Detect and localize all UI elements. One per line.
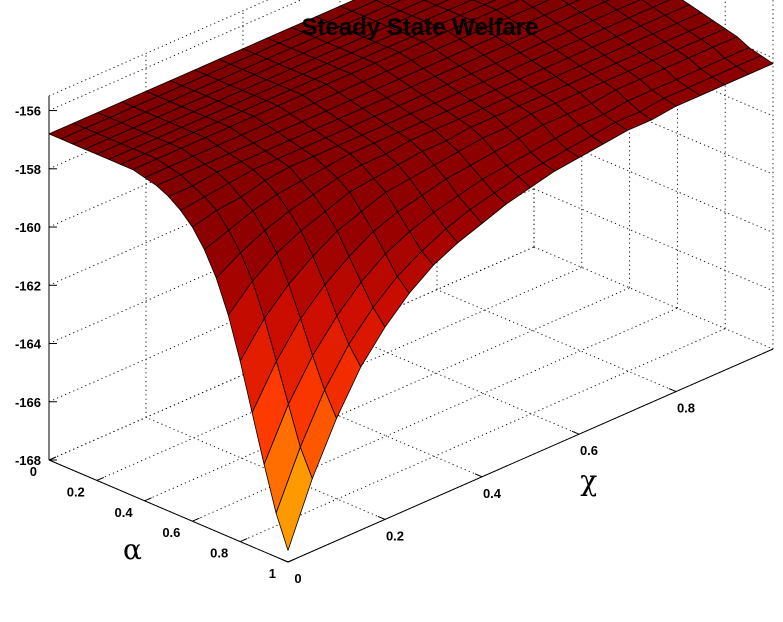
y-tick-label: 0.6 — [162, 525, 180, 540]
z-tick-label: -168 — [15, 453, 41, 468]
y-tick-mark — [145, 498, 152, 501]
x-tick-mark — [572, 431, 579, 434]
y-tick-label: 0 — [30, 464, 37, 479]
z-tick-label: -160 — [15, 220, 41, 235]
y-tick-label: 0.2 — [67, 484, 85, 499]
z-tick-label: -166 — [15, 395, 41, 410]
x-tick-label: 0.4 — [483, 486, 502, 501]
z-tick-label: -156 — [15, 104, 41, 119]
grid-line-x — [340, 332, 579, 434]
y-axis-label: α — [123, 533, 142, 566]
y-axis-line — [49, 460, 288, 562]
x-tick-label: 0.8 — [677, 401, 695, 416]
z-tick-label: -164 — [15, 337, 42, 352]
x-tick-mark — [475, 474, 482, 477]
y-tick-label: 0.8 — [210, 546, 228, 561]
y-tick-label: 1 — [269, 566, 276, 581]
chart-title: Steady State Welfare — [0, 14, 783, 42]
y-tick-label: 0.4 — [115, 505, 134, 520]
x-tick-label: 0.6 — [580, 443, 598, 458]
y-tick-mark — [192, 518, 199, 521]
x-tick-label: 0.2 — [386, 528, 404, 543]
z-tick-label: -162 — [15, 278, 41, 293]
y-tick-mark — [240, 539, 247, 542]
grid-line-x — [437, 290, 676, 392]
x-tick-mark — [281, 559, 288, 562]
x-tick-mark — [669, 389, 676, 392]
x-axis-label: χ — [580, 464, 597, 497]
surface-layer — [49, 0, 773, 550]
grid-line-z — [534, 189, 773, 291]
x-tick-label: 0 — [294, 571, 301, 586]
x-axis-line — [288, 349, 773, 562]
y-tick-mark — [288, 559, 295, 562]
z-tick-label: -158 — [15, 162, 41, 177]
y-tick-mark — [97, 477, 104, 480]
x-tick-mark — [378, 516, 385, 519]
grid-line-z — [534, 247, 773, 349]
